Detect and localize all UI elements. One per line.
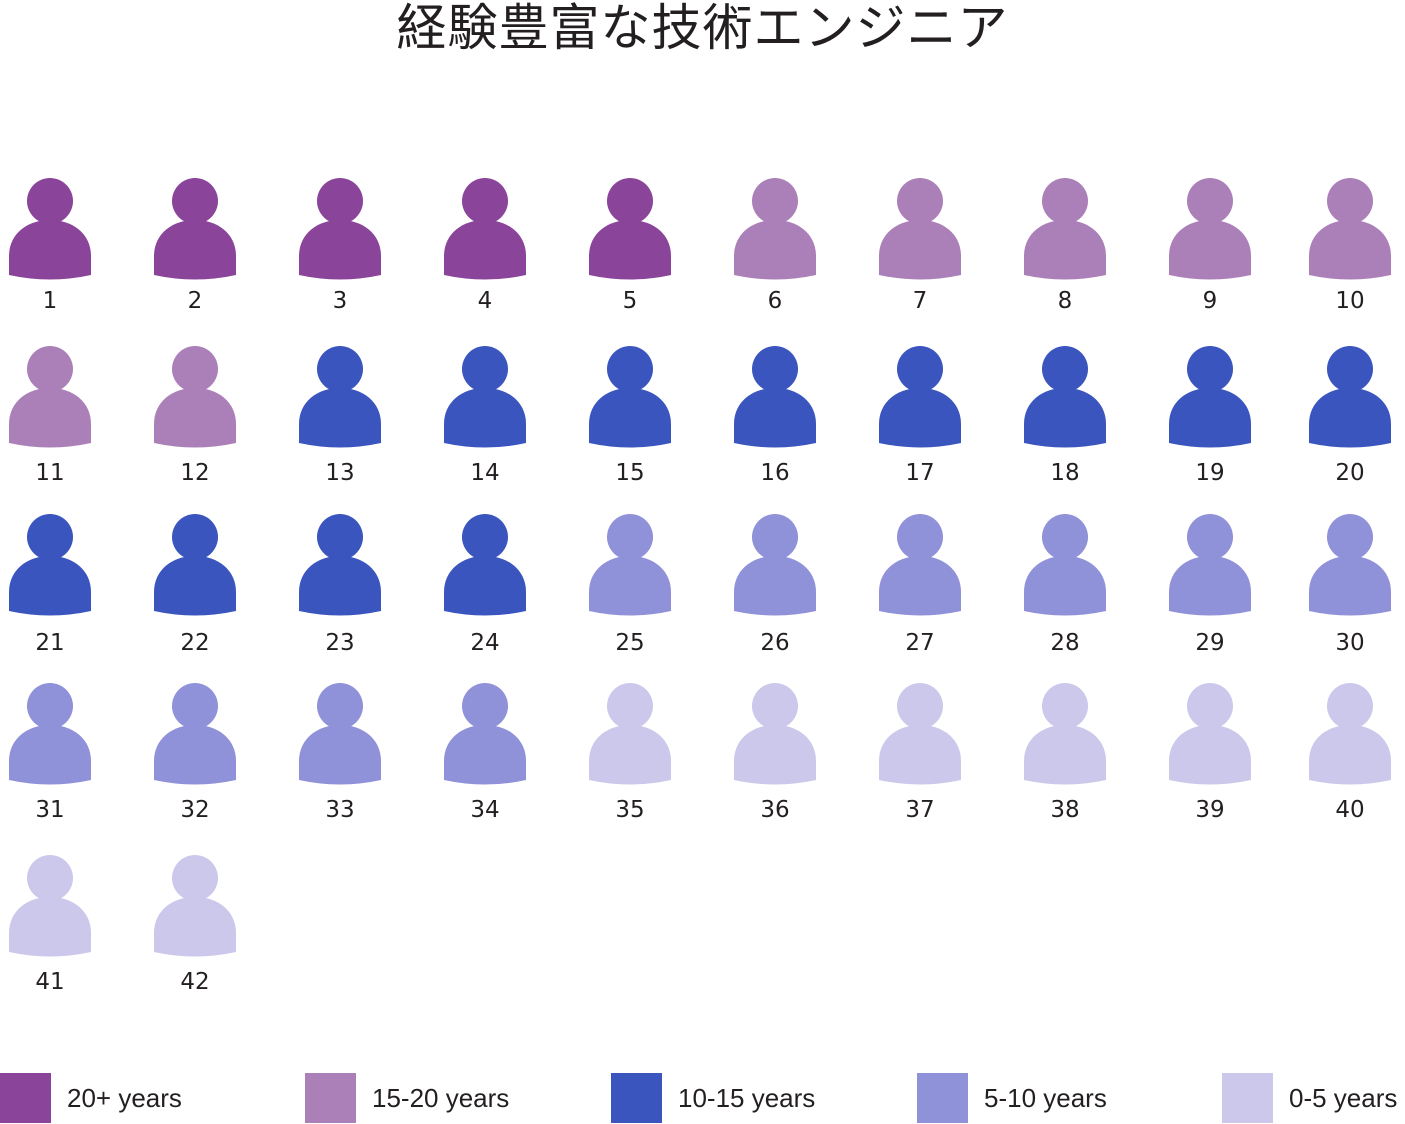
person-number-label: 36 (760, 797, 790, 823)
person-icon (589, 346, 671, 450)
person-number-label: 30 (1335, 630, 1365, 656)
person-number-label: 21 (35, 630, 65, 656)
person-icon (299, 683, 381, 787)
person-number-label: 37 (905, 797, 935, 823)
person-number-label: 35 (615, 797, 645, 823)
person-number-label: 2 (187, 288, 203, 314)
person-number-label: 29 (1195, 630, 1225, 656)
person-icon (444, 683, 526, 787)
person-number-label: 42 (180, 969, 210, 995)
person-number-label: 12 (180, 460, 210, 486)
person-icon (879, 514, 961, 618)
legend-swatch (305, 1073, 356, 1123)
person-icon (9, 178, 91, 282)
person-number-label: 8 (1057, 288, 1073, 314)
legend-label: 10-15 years (678, 1083, 816, 1113)
person-icon (1169, 514, 1251, 618)
chart-title: 経験豊富な技術エンジニア (396, 0, 1009, 57)
person-icon (1309, 683, 1391, 787)
person-icon (879, 346, 961, 450)
legend-label: 0-5 years (1289, 1083, 1398, 1113)
person-number-label: 41 (35, 969, 65, 995)
person-number-label: 40 (1335, 797, 1365, 823)
legend-swatch (611, 1073, 662, 1123)
person-number-label: 4 (477, 288, 493, 314)
legend-swatch (1222, 1073, 1273, 1123)
person-number-label: 1 (42, 288, 58, 314)
person-number-label: 26 (760, 630, 790, 656)
person-number-label: 16 (760, 460, 790, 486)
person-number-label: 25 (615, 630, 645, 656)
person-number-label: 34 (470, 797, 500, 823)
person-icon (589, 178, 671, 282)
legend-swatch (917, 1073, 968, 1123)
person-number-label: 19 (1195, 460, 1225, 486)
person-icon (9, 514, 91, 618)
person-number-label: 23 (325, 630, 355, 656)
person-icon (154, 346, 236, 450)
person-number-label: 17 (905, 460, 935, 486)
person-icon (444, 178, 526, 282)
person-number-label: 3 (332, 288, 348, 314)
person-number-label: 22 (180, 630, 210, 656)
person-number-label: 13 (325, 460, 355, 486)
person-icon (444, 514, 526, 618)
person-icon (734, 178, 816, 282)
person-icon (9, 346, 91, 450)
person-number-label: 9 (1202, 288, 1218, 314)
person-icon (1309, 178, 1391, 282)
person-icon (1309, 346, 1391, 450)
person-number-label: 33 (325, 797, 355, 823)
person-number-label: 15 (615, 460, 645, 486)
person-number-label: 27 (905, 630, 935, 656)
person-number-label: 24 (470, 630, 500, 656)
person-icon (154, 855, 236, 959)
person-icon (1169, 683, 1251, 787)
person-icon (154, 178, 236, 282)
person-number-label: 7 (912, 288, 928, 314)
person-number-label: 39 (1195, 797, 1225, 823)
person-number-label: 6 (767, 288, 783, 314)
person-number-label: 5 (622, 288, 638, 314)
person-icon (1024, 346, 1106, 450)
person-icon (299, 178, 381, 282)
person-icon (1309, 514, 1391, 618)
person-icon (1169, 346, 1251, 450)
person-number-label: 31 (35, 797, 65, 823)
person-number-label: 11 (35, 460, 65, 486)
person-number-label: 14 (470, 460, 500, 486)
person-number-label: 10 (1335, 288, 1365, 314)
person-number-label: 28 (1050, 630, 1080, 656)
person-icon (1024, 683, 1106, 787)
legend-label: 5-10 years (984, 1083, 1107, 1113)
person-number-label: 20 (1335, 460, 1365, 486)
legend-swatch (0, 1073, 51, 1123)
person-number-label: 38 (1050, 797, 1080, 823)
person-icon (1024, 514, 1106, 618)
legend-label: 15-20 years (372, 1083, 510, 1113)
legend-label: 20+ years (67, 1083, 182, 1113)
person-icon (154, 514, 236, 618)
person-icon (734, 683, 816, 787)
person-icon (444, 346, 526, 450)
person-icon (9, 855, 91, 959)
person-icon (734, 346, 816, 450)
person-icon (154, 683, 236, 787)
person-icon (734, 514, 816, 618)
person-icon (879, 683, 961, 787)
person-number-label: 32 (180, 797, 210, 823)
person-icon (589, 683, 671, 787)
person-icon (299, 514, 381, 618)
person-icon (879, 178, 961, 282)
person-icon (299, 346, 381, 450)
person-number-label: 18 (1050, 460, 1080, 486)
person-icon (1169, 178, 1251, 282)
person-icon (589, 514, 671, 618)
person-icon (1024, 178, 1106, 282)
person-icon (9, 683, 91, 787)
